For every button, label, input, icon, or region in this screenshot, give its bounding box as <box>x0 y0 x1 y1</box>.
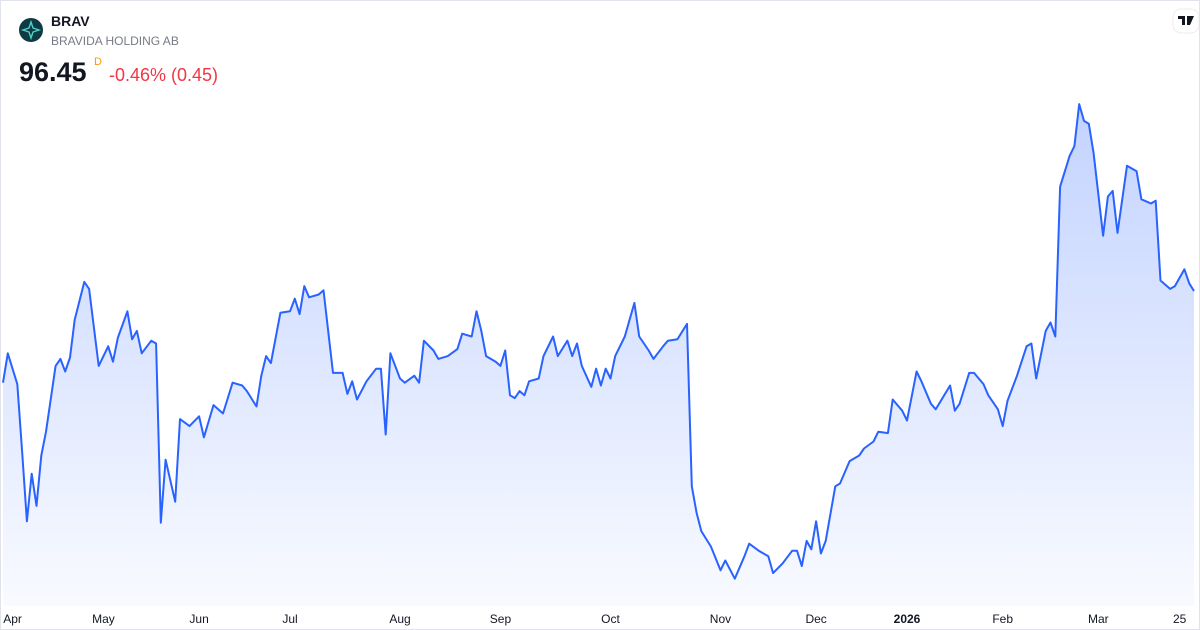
company-name: BRAVIDA HOLDING AB <box>51 34 179 48</box>
interval: D <box>94 56 102 68</box>
x-tick-label: Apr <box>3 612 22 626</box>
logo-star <box>20 19 42 41</box>
x-tick-label: Jun <box>189 612 208 626</box>
x-tick-label: 25 <box>1173 612 1187 626</box>
x-tick-label: Aug <box>389 612 410 626</box>
x-tick-label: Sep <box>490 612 512 626</box>
logo <box>19 18 43 42</box>
change: -0.46% (0.45) <box>109 65 219 85</box>
x-tick-label: Oct <box>601 612 620 626</box>
tv-logo[interactable] <box>1178 16 1194 25</box>
x-tick-label: Mar <box>1088 612 1109 626</box>
x-tick-label: May <box>92 612 115 626</box>
x-tick-label: Jul <box>282 612 297 626</box>
symbol: BRAV <box>51 13 90 29</box>
x-tick-label: Dec <box>805 612 826 626</box>
area-fill <box>3 104 1194 606</box>
x-tick-label: 2026 <box>894 612 921 626</box>
x-tick-label: Feb <box>992 612 1013 626</box>
tv-logo-bg[interactable] <box>1172 8 1199 34</box>
x-tick-label: Nov <box>710 612 731 626</box>
price-line <box>2 103 1195 580</box>
price: 96.45 <box>19 57 87 87</box>
